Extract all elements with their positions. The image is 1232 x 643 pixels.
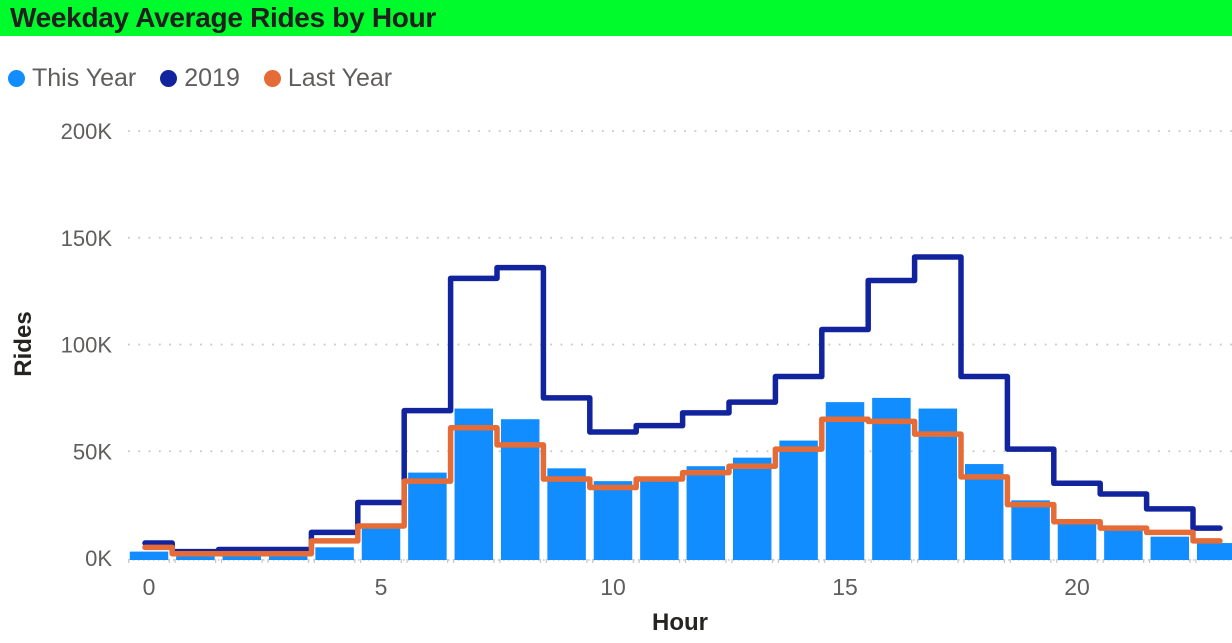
chart-title: Weekday Average Rides by Hour — [10, 2, 436, 33]
x-tick-label-5: 5 — [375, 574, 388, 600]
legend-item-last-year[interactable]: Last Year — [263, 64, 393, 93]
y-axis-title: Rides — [10, 311, 37, 377]
x-axis-title: Hour — [652, 609, 708, 636]
bar-hour-19[interactable] — [1011, 500, 1050, 560]
bar-hour-10[interactable] — [593, 481, 633, 560]
bar-hour-11[interactable] — [640, 476, 679, 560]
bar-hour-3[interactable] — [268, 555, 308, 560]
bar-hour-22[interactable] — [1150, 536, 1190, 560]
y-tick-label-150K: 150K — [61, 226, 113, 251]
x-tick-label-10: 10 — [600, 574, 626, 600]
bar-hour-6[interactable] — [408, 472, 447, 560]
bar-hour-20[interactable] — [1057, 523, 1097, 560]
bar-series-this-year — [129, 397, 1232, 560]
legend-label-2019: 2019 — [184, 64, 240, 92]
bar-hour-13[interactable] — [732, 457, 772, 560]
bar-hour-16[interactable] — [872, 397, 911, 560]
y-tick-label-100K: 100K — [61, 333, 113, 358]
bar-hour-15[interactable] — [825, 402, 865, 560]
x-tick-label-0: 0 — [143, 574, 156, 600]
bar-hour-9[interactable] — [547, 468, 586, 560]
bar-hour-23[interactable] — [1196, 543, 1232, 560]
bar-hour-21[interactable] — [1104, 530, 1143, 560]
chart-title-bar: Weekday Average Rides by Hour — [0, 0, 1232, 36]
y-tick-label-200K: 200K — [61, 119, 113, 144]
x-tick-label-20: 20 — [1064, 574, 1090, 600]
legend-dot-2019-icon — [160, 70, 178, 87]
bar-hour-7[interactable] — [454, 408, 494, 560]
bar-hour-17[interactable] — [918, 408, 958, 560]
bar-hour-8[interactable] — [500, 419, 540, 560]
bar-hour-5[interactable] — [361, 523, 401, 560]
bar-hour-12[interactable] — [686, 466, 726, 560]
legend-label-last-year: Last Year — [287, 64, 393, 92]
step-line-2019[interactable] — [142, 254, 1223, 555]
legend: This Year 2019 Last Year — [8, 64, 392, 93]
bar-hour-18[interactable] — [964, 464, 1004, 560]
bar-hour-14[interactable] — [779, 440, 818, 560]
x-axis-ticks — [128, 559, 1197, 563]
y-tick-label-0K: 0K — [85, 546, 112, 571]
bar-hour-0[interactable] — [129, 551, 169, 560]
legend-item-2019[interactable]: 2019 — [160, 64, 240, 93]
gridlines — [128, 130, 1232, 561]
bar-hour-4[interactable] — [315, 547, 354, 560]
step-line-last-year[interactable] — [142, 416, 1223, 557]
legend-item-this-year[interactable]: This Year — [8, 64, 136, 93]
legend-label-this-year: This Year — [32, 64, 137, 92]
bar-hour-1[interactable] — [176, 553, 215, 560]
legend-dot-last-year-icon — [263, 70, 281, 87]
x-tick-label-15: 15 — [832, 574, 858, 600]
legend-dot-this-year-icon — [8, 70, 25, 87]
y-tick-label-50K: 50K — [73, 439, 112, 464]
bar-hour-2[interactable] — [222, 555, 262, 560]
